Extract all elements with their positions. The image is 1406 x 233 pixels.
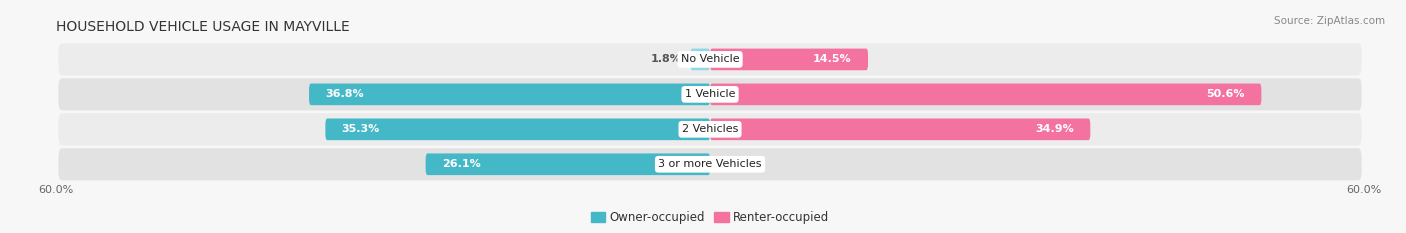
Text: No Vehicle: No Vehicle — [681, 55, 740, 64]
FancyBboxPatch shape — [309, 84, 710, 105]
Text: 14.5%: 14.5% — [813, 55, 852, 64]
FancyBboxPatch shape — [59, 43, 1361, 75]
Text: 3 or more Vehicles: 3 or more Vehicles — [658, 159, 762, 169]
Text: 1.8%: 1.8% — [651, 55, 682, 64]
Text: 36.8%: 36.8% — [325, 89, 364, 99]
FancyBboxPatch shape — [59, 148, 1361, 180]
FancyBboxPatch shape — [59, 113, 1361, 145]
Text: 35.3%: 35.3% — [342, 124, 380, 134]
Legend: Owner-occupied, Renter-occupied: Owner-occupied, Renter-occupied — [586, 206, 834, 229]
Text: 1 Vehicle: 1 Vehicle — [685, 89, 735, 99]
FancyBboxPatch shape — [710, 49, 868, 70]
FancyBboxPatch shape — [325, 118, 710, 140]
Text: 50.6%: 50.6% — [1206, 89, 1246, 99]
FancyBboxPatch shape — [426, 154, 710, 175]
Text: 0.0%: 0.0% — [718, 159, 749, 169]
Text: HOUSEHOLD VEHICLE USAGE IN MAYVILLE: HOUSEHOLD VEHICLE USAGE IN MAYVILLE — [56, 20, 350, 34]
FancyBboxPatch shape — [59, 78, 1361, 110]
FancyBboxPatch shape — [710, 118, 1090, 140]
FancyBboxPatch shape — [710, 84, 1261, 105]
Text: Source: ZipAtlas.com: Source: ZipAtlas.com — [1274, 16, 1385, 26]
FancyBboxPatch shape — [690, 49, 710, 70]
Text: 26.1%: 26.1% — [441, 159, 481, 169]
Text: 2 Vehicles: 2 Vehicles — [682, 124, 738, 134]
Text: 34.9%: 34.9% — [1035, 124, 1074, 134]
